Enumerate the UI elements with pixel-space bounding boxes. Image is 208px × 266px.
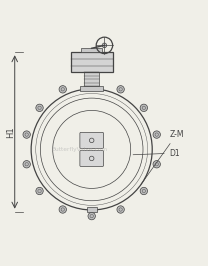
Circle shape bbox=[140, 187, 147, 195]
Bar bbox=[84, 72, 99, 86]
Text: D1: D1 bbox=[133, 149, 180, 158]
Circle shape bbox=[117, 206, 124, 213]
Circle shape bbox=[36, 187, 43, 195]
Circle shape bbox=[36, 104, 43, 111]
Circle shape bbox=[59, 206, 66, 213]
Circle shape bbox=[153, 131, 160, 138]
Circle shape bbox=[102, 43, 107, 48]
Text: ButterflyValve.com: ButterflyValve.com bbox=[51, 147, 108, 152]
Bar bbox=[71, 52, 113, 72]
Text: H1: H1 bbox=[6, 126, 15, 138]
Circle shape bbox=[153, 161, 160, 168]
Circle shape bbox=[23, 161, 30, 168]
Circle shape bbox=[88, 79, 95, 86]
Bar bbox=[87, 207, 97, 211]
Text: Z-M: Z-M bbox=[141, 130, 184, 184]
Circle shape bbox=[59, 86, 66, 93]
Circle shape bbox=[88, 213, 95, 220]
Bar bbox=[81, 48, 103, 52]
Bar bbox=[80, 86, 104, 90]
FancyBboxPatch shape bbox=[80, 132, 104, 148]
FancyBboxPatch shape bbox=[80, 151, 104, 167]
Circle shape bbox=[140, 104, 147, 111]
Circle shape bbox=[23, 131, 30, 138]
Circle shape bbox=[117, 86, 124, 93]
